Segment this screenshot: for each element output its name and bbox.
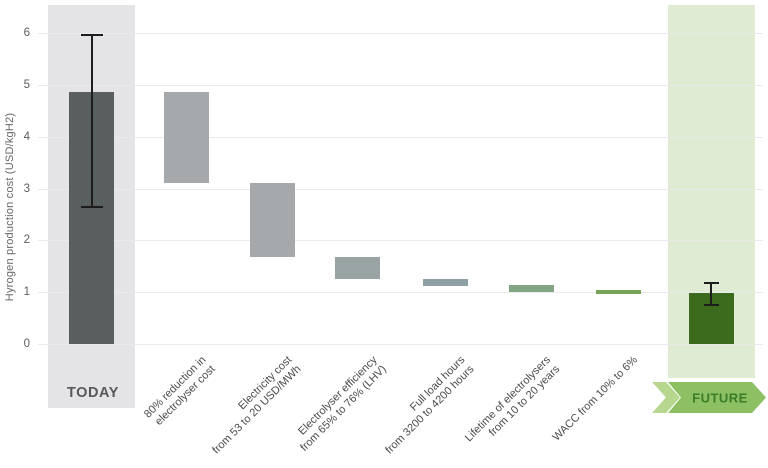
x-axis-label-line: from 10 to 20 years xyxy=(487,363,563,439)
gridline xyxy=(38,292,763,294)
future-ribbon-chevron-icon xyxy=(652,382,680,413)
bar-electrolyser-efficiency-from-65-to-76-lhv xyxy=(334,256,380,280)
y-tick-label: 3 xyxy=(23,182,30,195)
gridline xyxy=(38,84,763,86)
y-tick-label: 0 xyxy=(23,338,30,350)
x-axis-label-line: WACC from 10% to 6% xyxy=(551,354,641,444)
future-ribbon-body xyxy=(668,382,766,413)
bar-wacc-from-10-to-6 xyxy=(595,290,641,294)
y-tick-label: 1 xyxy=(23,286,30,299)
today-label: TODAY xyxy=(66,385,120,401)
error-bar-cap xyxy=(80,205,103,208)
x-axis-label-line: Full load hours xyxy=(407,354,468,414)
x-axis-label-line: from 3200 to 4200 hours xyxy=(383,363,477,457)
bar-80-reduction-in-electrolyser-cost xyxy=(163,91,209,184)
error-bar-cap xyxy=(80,33,103,36)
gridline xyxy=(38,33,763,35)
x-axis-label: Lifetime of electrolysers from 10 to 20 y… xyxy=(463,354,563,454)
y-tick-label: 4 xyxy=(23,130,30,143)
error-bar-cap xyxy=(703,281,719,284)
y-tick-label: 6 xyxy=(23,27,30,40)
gridline xyxy=(38,240,763,242)
x-axis-label: Electricity cost from 53 to 20 USD/MWh xyxy=(201,354,304,457)
x-axis-label-line: from 53 to 20 USD/MWh xyxy=(210,363,304,457)
x-axis-label: WACC from 10% to 6% xyxy=(551,354,641,444)
y-tick-label: 5 xyxy=(23,78,30,91)
gridline xyxy=(38,344,763,345)
bar-lifetime-of-electrolysers-from-10-to-20-years xyxy=(508,285,554,293)
x-axis-label-line: Electricity cost xyxy=(236,354,295,413)
y-tick-label: 2 xyxy=(23,234,30,247)
gridline xyxy=(38,188,763,190)
gridline xyxy=(38,136,763,138)
future-label: FUTURE xyxy=(692,391,748,406)
bar-full-load-hours-from-3200-to-4200-hours xyxy=(422,278,468,287)
x-axis-label-line: Electrolyser efficiency xyxy=(295,354,380,438)
bar-electricity-cost-from-53-to-20-usd-mwh xyxy=(249,183,295,257)
future-ribbon: FUTURE xyxy=(652,382,766,413)
x-axis-label: Full load hours from 3200 to 4200 hours xyxy=(374,354,477,457)
x-axis-label-line: Lifetime of electrolysers xyxy=(463,354,554,445)
error-bar-line xyxy=(90,34,93,207)
error-bar-line xyxy=(710,282,712,306)
error-bar-cap xyxy=(703,304,719,307)
x-axis-label: 80% reduction in electrolyser cost xyxy=(142,354,218,430)
